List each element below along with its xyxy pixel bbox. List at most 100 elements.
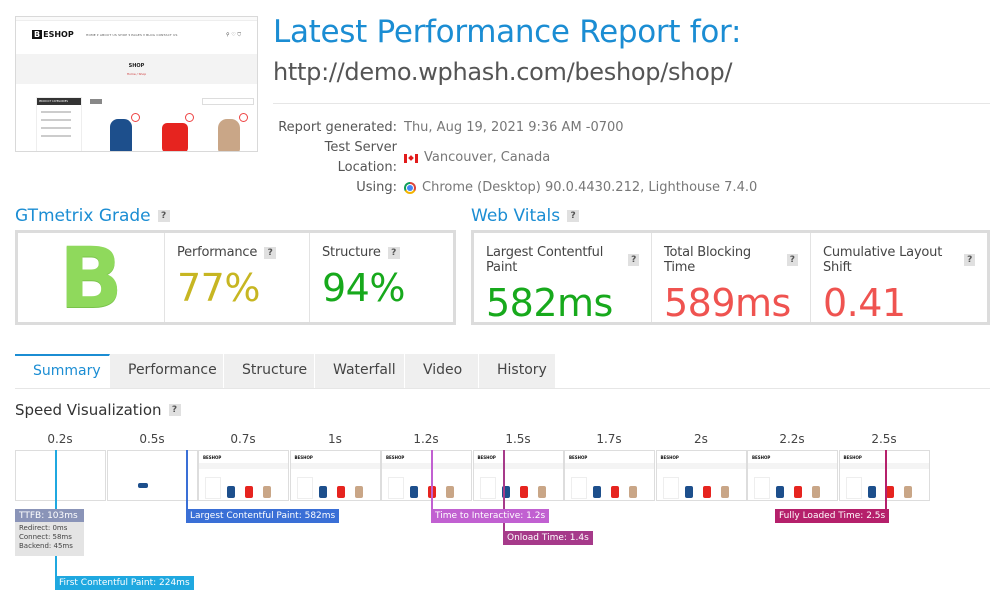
filmstrip-frame[interactable] (106, 450, 198, 501)
ttfb-redirect: Redirect: 0ms (19, 524, 68, 532)
tab-video[interactable]: Video (405, 354, 479, 389)
structure-label: Structure (322, 245, 381, 260)
grade-letter: B (58, 228, 124, 327)
canada-flag-icon (404, 153, 418, 163)
report-title: Latest Performance Report for: (273, 14, 742, 50)
help-icon[interactable]: ? (264, 246, 277, 259)
meta-value: Chrome (Desktop) 90.0.4430.212, Lighthou… (404, 178, 757, 198)
filmstrip-frame[interactable] (15, 450, 106, 501)
meta-row-test-server: Test Server Location: Vancouver, Canada (273, 138, 757, 178)
lcp-cell: Largest Contentful Paint? 582ms (474, 233, 652, 325)
site-screenshot-thumbnail: B ESHOP HOME ▾ ABOUT US SHOP ▾ PAGES ▾ BL… (15, 16, 258, 152)
tti-marker: Time to Interactive: 1.2s (431, 509, 550, 523)
fcp-marker: First Contentful Paint: 224ms (55, 576, 194, 590)
web-vitals-panel: Largest Contentful Paint? 582ms Total Bl… (471, 230, 990, 325)
performance-value: 77% (177, 266, 260, 310)
filmstrip-frame[interactable]: BESHOP (655, 450, 747, 501)
thumb-grid-icon (90, 99, 102, 104)
tab-performance[interactable]: Performance (110, 354, 224, 389)
filmstrip-frame[interactable]: BESHOP (838, 450, 930, 501)
thumb-sidebar-heading: PRODUCT CATEGORIES (37, 98, 81, 105)
chrome-icon (404, 182, 416, 194)
lcp-marker-line (186, 450, 188, 510)
meta-label: Report generated: (278, 120, 397, 135)
filmstrip: BESHOP BESHOP BESHOP BESHOP BESHOP BESHO… (15, 450, 930, 501)
thumb-sidebar: PRODUCT CATEGORIES (36, 97, 82, 151)
filmstrip-frame[interactable]: BESHOP (381, 450, 472, 501)
filmstrip-frame[interactable]: BESHOP (198, 450, 289, 501)
structure-value: 94% (322, 266, 405, 310)
time-label: 1.5s (505, 432, 531, 446)
lcp-value: 582ms (486, 281, 613, 325)
time-label: 1s (328, 432, 342, 446)
performance-label: Performance (177, 245, 258, 260)
tab-summary[interactable]: Summary (15, 354, 110, 389)
meta-row-report-generated: Report generated: Thu, Aug 19, 2021 9:36… (273, 118, 757, 138)
tab-waterfall[interactable]: Waterfall (315, 354, 405, 389)
thumb-sort-select (202, 98, 254, 105)
help-icon[interactable]: ? (387, 246, 400, 259)
meta-value: Thu, Aug 19, 2021 9:36 AM -0700 (404, 120, 624, 135)
gtmetrix-grade-heading: GTmetrix Grade? (15, 206, 170, 226)
help-icon[interactable]: ? (964, 254, 975, 266)
tab-history[interactable]: History (479, 354, 556, 389)
help-icon[interactable]: ? (157, 210, 170, 222)
thumb-topbar (16, 17, 257, 21)
meta-label: Using: (356, 180, 397, 195)
meta-label: Test Server Location: (324, 140, 397, 175)
time-label: 0.2s (47, 432, 73, 446)
thumb-shop-title: SHOP (128, 63, 145, 69)
structure-cell: Structure? 94% (310, 233, 453, 322)
thumb-menu: HOME ▾ ABOUT US SHOP ▾ PAGES ▾ BLOG CONT… (86, 33, 178, 37)
time-label: 0.5s (139, 432, 165, 446)
ttfb-backend: Backend: 45ms (19, 542, 73, 550)
time-label: 1.2s (413, 432, 439, 446)
report-meta: Report generated: Thu, Aug 19, 2021 9:36… (273, 118, 757, 198)
help-icon[interactable]: ? (168, 404, 181, 416)
gtmetrix-grade-panel: B Performance? 77% Structure? 94% (15, 229, 456, 327)
onload-marker: Onload Time: 1.4s (503, 531, 593, 545)
tab-structure[interactable]: Structure (224, 354, 315, 389)
help-icon[interactable]: ? (567, 210, 580, 222)
thumb-product-red-bag (154, 113, 194, 151)
ttfb-breakdown: Redirect: 0ms Connect: 58ms Backend: 45m… (15, 522, 84, 556)
web-vitals-heading: Web Vitals? (471, 206, 580, 226)
grade-cell: B (18, 229, 165, 327)
thumb-product-tan-bag (208, 113, 248, 151)
time-label: 2s (694, 432, 708, 446)
meta-row-using: Using: Chrome (Desktop) 90.0.4430.212, L… (273, 178, 757, 198)
cls-cell: Cumulative Layout Shift? 0.41 (811, 233, 987, 325)
tabs-underline (15, 388, 990, 389)
help-icon[interactable]: ? (786, 254, 798, 266)
report-tabs: Summary Performance Structure Waterfall … (15, 354, 556, 389)
thumb-logo: B ESHOP (32, 30, 74, 39)
time-label: 1.7s (596, 432, 622, 446)
time-label: 2.5s (871, 432, 897, 446)
filmstrip-frame[interactable]: BESHOP (564, 450, 655, 501)
filmstrip-frame[interactable]: BESHOP (472, 450, 564, 501)
ttfb-connect: Connect: 58ms (19, 533, 72, 541)
filmstrip-frame[interactable]: BESHOP (289, 450, 381, 501)
performance-cell: Performance? 77% (165, 233, 310, 322)
tbt-value: 589ms (664, 281, 791, 325)
lcp-label: Largest Contentful Paint (486, 245, 604, 275)
lcp-marker: Largest Contentful Paint: 582ms (186, 509, 340, 523)
report-url[interactable]: http://demo.wphash.com/beshop/shop/ (273, 58, 733, 86)
thumb-product-blue-bag (100, 113, 140, 151)
time-label: 2.2s (779, 432, 805, 446)
header-divider (273, 103, 990, 104)
tbt-label: Total Blocking Time (664, 245, 751, 275)
fully-loaded-marker-line (885, 450, 887, 510)
help-icon[interactable]: ? (628, 254, 639, 266)
thumb-icons: ⚲ ♡ ⛉ (226, 32, 242, 38)
ttfb-marker: TTFB: 103ms (15, 509, 84, 523)
thumb-shop-banner (16, 54, 257, 84)
filmstrip-frame[interactable]: BESHOP (747, 450, 838, 501)
fully-loaded-marker: Fully Loaded Time: 2.5s (775, 509, 890, 523)
thumb-breadcrumb: Home / Shop (126, 72, 147, 76)
tti-marker-line (431, 450, 433, 510)
cls-label: Cumulative Layout Shift (823, 245, 943, 275)
cls-value: 0.41 (823, 281, 906, 325)
meta-value: Vancouver, Canada (404, 138, 550, 178)
time-label: 0.7s (230, 432, 256, 446)
